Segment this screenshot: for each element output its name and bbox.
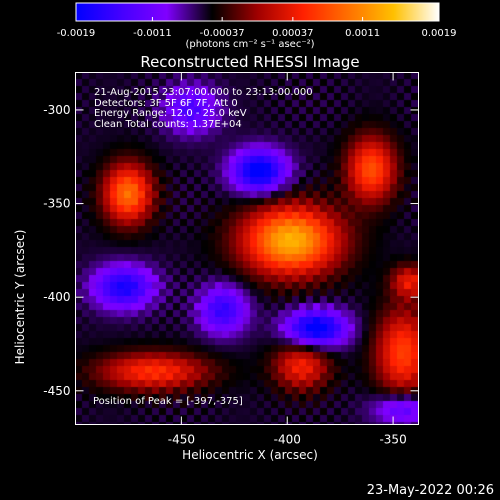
heatmap-image	[75, 72, 418, 424]
colorbar-tick-label: 0.0019	[422, 28, 457, 39]
y-axis-label: Heliocentric Y (arcsec)	[13, 229, 27, 365]
x-axis-ticks: -450 -400 -350	[168, 72, 407, 447]
peak-position-label: Position of Peak = [-397,-375]	[93, 396, 243, 407]
chart-title: Reconstructed RHESSI Image	[140, 53, 360, 71]
x-axis-label: Heliocentric X (arcsec)	[182, 448, 318, 462]
colorbar-tick-label: -0.0019	[57, 28, 96, 39]
y-tick-label: -400	[43, 290, 70, 304]
annotation-block: 21-Aug-2015 23:07:00.000 to 23:13:00.000…	[94, 87, 313, 130]
colorbar-gradient	[75, 2, 440, 22]
y-tick-label: -300	[43, 103, 70, 117]
x-tick-label: -450	[168, 433, 195, 447]
colorbar-tick-label: 0.00037	[272, 28, 313, 39]
y-axis-ticks: -300 -350 -400 -450	[43, 103, 419, 398]
colorbar: -0.0019 -0.0011 -0.00037 0.00037 0.0011 0.001…	[57, 2, 457, 39]
colorbar-units: (photons cm⁻² s⁻¹ asec⁻²)	[185, 39, 315, 50]
plot-frame	[75, 72, 419, 425]
colorbar-ticks: -0.0019 -0.0011 -0.00037 0.00037 0.0011 0.001…	[57, 17, 457, 39]
time-range-label: 21-Aug-2015 23:07:00.000 to 23:13:00.000	[94, 87, 313, 98]
energy-range-label: Energy Range: 12.0 - 25.0 keV	[94, 108, 247, 119]
x-tick-label: -350	[379, 433, 406, 447]
detectors-label: Detectors: 3F 5F 6F 7F, Att 0	[94, 97, 238, 109]
colorbar-tick-label: 0.0011	[345, 28, 380, 39]
x-tick-label: -400	[274, 433, 301, 447]
colorbar-tick-label: -0.0011	[133, 28, 172, 39]
colorbar-tick-label: -0.00037	[200, 28, 245, 39]
timestamp-label: 23-May-2022 00:26	[366, 483, 494, 498]
y-tick-label: -450	[43, 384, 70, 398]
algorithm-label: Clean Total counts: 1.37E+04	[94, 118, 242, 130]
y-tick-label: -350	[43, 197, 70, 211]
